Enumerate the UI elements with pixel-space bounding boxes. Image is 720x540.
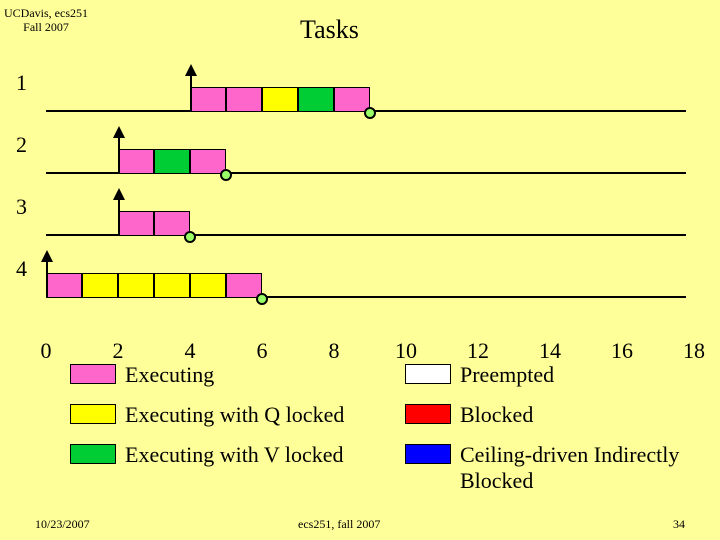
task-segment <box>190 87 226 112</box>
task-row-label: 1 <box>16 70 27 96</box>
header-line2: Fall 2007 <box>23 20 69 34</box>
task-row: 3 <box>46 174 706 236</box>
footer-course: ecs251, fall 2007 <box>298 517 380 532</box>
task-segment <box>154 273 190 298</box>
task-segment <box>298 87 334 112</box>
footer-page: 34 <box>673 517 685 532</box>
legend-swatch <box>405 404 451 424</box>
legend-label: Executing with Q locked <box>125 402 344 428</box>
legend-label: Ceiling-driven Indirectly Blocked <box>460 442 679 494</box>
legend-label: Blocked <box>460 402 533 428</box>
task-segment <box>190 273 226 298</box>
legend-row: Executing with V lockedCeiling-driven In… <box>70 440 710 480</box>
footer-date: 10/23/2007 <box>35 517 90 532</box>
task-segment <box>262 87 298 112</box>
task-segment <box>82 273 118 298</box>
legend-swatch <box>405 364 451 384</box>
legend: Executing Preempted Executing with Q locke… <box>70 360 710 480</box>
legend-label: Executing with V locked <box>125 442 344 468</box>
task-segment <box>118 273 154 298</box>
deadline-circle-icon <box>256 293 268 305</box>
task-row-label: 4 <box>16 256 27 282</box>
legend-swatch <box>70 364 116 384</box>
page-title: Tasks <box>300 15 359 45</box>
legend-label: Preempted <box>460 362 554 388</box>
header-info: UCDavis, ecs251 Fall 2007 <box>4 6 88 34</box>
task-segment <box>154 149 190 174</box>
task-segment <box>46 273 82 298</box>
task-segment <box>118 211 154 236</box>
task-segment <box>118 149 154 174</box>
legend-swatch <box>405 444 451 464</box>
legend-label: Executing <box>125 362 214 388</box>
gantt-chart: 1234 <box>46 50 706 298</box>
axis-tick-label: 0 <box>41 338 52 364</box>
legend-swatch <box>70 404 116 424</box>
legend-row: Executing Preempted <box>70 360 710 400</box>
legend-row: Executing with Q locked Blocked <box>70 400 710 440</box>
task-row: 4 <box>46 236 706 298</box>
legend-swatch <box>70 444 116 464</box>
task-segment <box>226 87 262 112</box>
task-row: 1 <box>46 50 706 112</box>
task-row: 2 <box>46 112 706 174</box>
header-line1: UCDavis, ecs251 <box>4 6 88 20</box>
task-row-label: 3 <box>16 194 27 220</box>
task-row-label: 2 <box>16 132 27 158</box>
